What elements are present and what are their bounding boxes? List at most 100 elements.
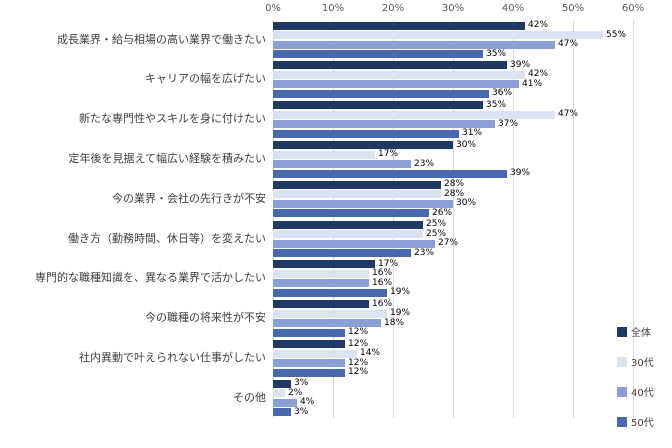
legend-label: 全体: [631, 328, 651, 339]
category-group: 働き方（勤務時間、休日等）を変えたい 25% 25% 27% 23%: [0, 219, 672, 259]
bar-全体: [273, 300, 369, 309]
bar-value-label: 35%: [486, 48, 507, 59]
bar-row: 30%: [273, 139, 530, 150]
bar-group: 35% 47% 37% 31%: [273, 99, 579, 138]
bar-40代: [273, 398, 297, 407]
bar-group: 12% 14% 12% 12%: [273, 339, 380, 378]
category-label: その他: [233, 390, 266, 404]
category-label: キャリアの幅を広げたい: [145, 72, 266, 86]
bar-row: 39%: [273, 59, 548, 70]
category-label: 成長業界・給与相場の高い業界で働きたい: [57, 32, 266, 46]
x-tick-label: 60%: [621, 3, 645, 14]
bar-40代: [273, 120, 495, 129]
bar-50代: [273, 209, 429, 218]
bar-全体: [273, 141, 453, 150]
bar-全体: [273, 61, 507, 70]
bar-row: 19%: [273, 308, 411, 319]
bar-40代: [273, 319, 381, 328]
bar-value-label: 2%: [288, 387, 303, 398]
bar-row: 47%: [273, 109, 579, 120]
bar-row: 42%: [273, 20, 626, 31]
bar-value-label: 37%: [498, 118, 519, 129]
bar-value-label: 17%: [378, 149, 399, 160]
bar-row: 3%: [273, 406, 314, 417]
bar-全体: [273, 340, 345, 349]
bar-row: 35%: [273, 48, 626, 59]
legend: 全体 30代 40代 50代: [617, 324, 654, 429]
bar-40代: [273, 199, 453, 208]
bar-row: 18%: [273, 318, 410, 328]
bar-50代: [273, 368, 345, 377]
bar-group: 3% 2% 4% 3%: [273, 379, 314, 417]
bar-row: 41%: [273, 79, 548, 89]
bar-全体: [273, 379, 291, 388]
bar-30代: [273, 269, 369, 278]
bar-row: 17%: [273, 258, 410, 269]
bar-30代: [273, 31, 603, 40]
category-group: 社内異動で叶えられない仕事がしたい 12% 14% 12% 12%: [0, 338, 672, 378]
bar-value-label: 39%: [510, 59, 531, 70]
bar-value-label: 12%: [348, 327, 369, 338]
bar-row: 37%: [273, 118, 578, 129]
legend-swatch: [617, 326, 627, 337]
bar-30代: [273, 309, 387, 318]
legend-swatch: [617, 416, 627, 427]
bar-value-label: 19%: [390, 308, 411, 319]
gridline: [393, 20, 394, 418]
x-tick-label: 40%: [501, 3, 525, 14]
gridline: [453, 20, 454, 418]
bar-30代: [273, 389, 285, 398]
bar-value-label: 47%: [558, 39, 579, 50]
bar-value-label: 3%: [294, 406, 309, 417]
category-label: 働き方（勤務時間、休日等）を変えたい: [68, 231, 266, 245]
bar-value-label: 17%: [378, 258, 399, 269]
bar-value-label: 27%: [438, 238, 459, 249]
bar-50代: [273, 288, 387, 297]
bar-30代: [273, 190, 441, 199]
bar-row: 2%: [273, 387, 314, 398]
bar-row: 36%: [273, 89, 548, 98]
bar-row: 55%: [273, 30, 626, 40]
category-group: 定年後を見据えて幅広い経験を積みたい 30% 17% 23% 39%: [0, 139, 672, 179]
legend-item: 50代: [617, 414, 654, 429]
legend-item: 30代: [617, 354, 654, 369]
bar-group: 42% 55% 47% 35%: [273, 20, 626, 59]
category-group: キャリアの幅を広げたい 39% 42% 41% 36%: [0, 60, 672, 100]
legend-label: 30代: [631, 358, 654, 369]
bar-40代: [273, 40, 555, 49]
bar-value-label: 39%: [510, 168, 531, 179]
bar-row: 14%: [273, 349, 380, 358]
legend-swatch: [617, 386, 627, 397]
bar-40代: [273, 359, 345, 368]
bar-row: 25%: [273, 229, 458, 239]
bar-row: 16%: [273, 269, 410, 278]
legend-label: 40代: [631, 388, 654, 399]
legend-item: 全体: [617, 324, 654, 339]
bar-value-label: 28%: [444, 179, 465, 190]
bar-全体: [273, 101, 483, 110]
x-tick-label: 0%: [265, 3, 281, 14]
bar-全体: [273, 21, 525, 30]
bar-value-label: 12%: [348, 367, 369, 378]
gridline: [273, 20, 274, 418]
bar-40代: [273, 279, 369, 288]
category-label: 新たな専門性やスキルを身に付けたい: [79, 112, 266, 126]
bar-row: 12%: [273, 358, 380, 368]
bar-row: 42%: [273, 70, 548, 79]
bar-50代: [273, 249, 411, 258]
bar-value-label: 42%: [528, 20, 549, 31]
bar-value-label: 47%: [558, 109, 579, 120]
category-label: 定年後を見据えて幅広い経験を積みたい: [68, 151, 266, 165]
bar-value-label: 30%: [456, 139, 477, 150]
bar-group: 39% 42% 41% 36%: [273, 59, 548, 98]
legend-item: 40代: [617, 384, 654, 399]
bar-value-label: 30%: [456, 198, 477, 209]
bar-row: 28%: [273, 179, 476, 190]
bar-value-label: 35%: [486, 99, 507, 110]
bar-30代: [273, 230, 423, 239]
category-group: 新たな専門性やスキルを身に付けたい 35% 47% 37% 31%: [0, 100, 672, 140]
bar-30代: [273, 150, 375, 159]
bar-row: 26%: [273, 208, 476, 218]
category-label: 今の業界・会社の先行きが不安: [112, 191, 266, 205]
